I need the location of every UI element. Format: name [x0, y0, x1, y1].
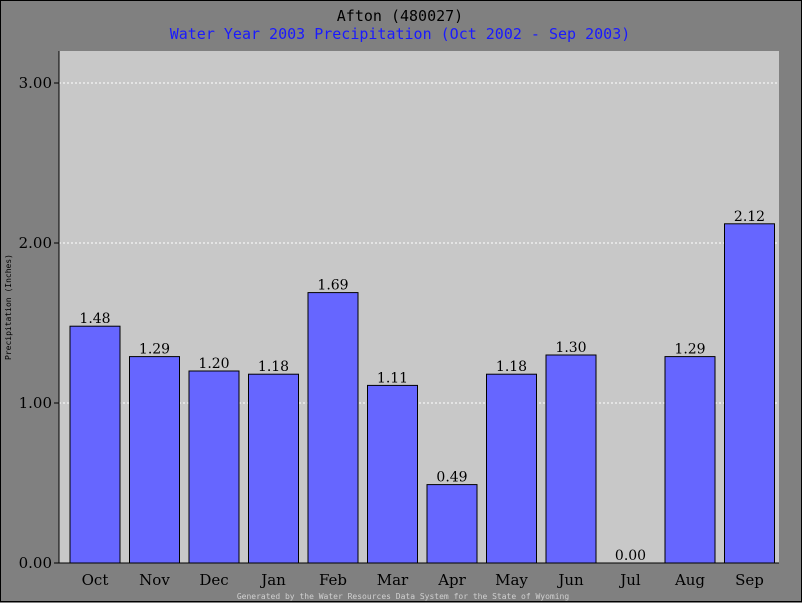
- y-axis-ticks: 0.00 1.00 2.00 3.00: [19, 51, 779, 572]
- bar-apr: [426, 484, 478, 564]
- y-tick-label: 0.00: [19, 554, 52, 572]
- x-axis-labels: Oct Nov Dec Jan Feb Mar Apr May Jun Jul Aug Sep: [82, 571, 764, 589]
- y-axis-label: Precipitation (Inches): [4, 254, 13, 360]
- value-label-sep: 2.12: [734, 209, 765, 225]
- value-label-dec: 1.20: [198, 356, 229, 372]
- x-label-feb: Feb: [319, 571, 347, 589]
- x-label-nov: Nov: [139, 571, 170, 589]
- value-label-may: 1.18: [496, 359, 527, 375]
- bar-sep: [724, 223, 775, 564]
- bar-oct: [69, 325, 121, 564]
- bar-aug: [664, 356, 716, 564]
- bar-nov: [129, 356, 180, 564]
- value-label-aug: 1.29: [674, 342, 705, 358]
- bar-jun: [545, 354, 597, 564]
- value-label-apr: 0.49: [436, 470, 467, 486]
- x-label-jun: Jun: [556, 571, 584, 589]
- x-label-oct: Oct: [82, 571, 109, 589]
- value-label-jul: 0.00: [615, 548, 646, 564]
- x-label-jul: Jul: [618, 571, 641, 589]
- bar-dec: [188, 370, 240, 564]
- bar-jan: [248, 373, 299, 564]
- x-label-dec: Dec: [199, 571, 228, 589]
- x-label-may: May: [495, 571, 528, 589]
- value-labels: 1.48 1.29 1.20 1.18 1.69 1.11 0.49 1.18 1.30 0.00…: [79, 209, 765, 564]
- value-label-jan: 1.18: [258, 359, 289, 375]
- bar-feb: [307, 292, 359, 564]
- value-label-jun: 1.30: [555, 340, 586, 356]
- bar-mar: [367, 384, 418, 564]
- chart-subtitle: Water Year 2003 Precipitation (Oct 2002 …: [170, 25, 631, 43]
- footer-credit: Generated by the Water Resources Data Sy…: [237, 592, 570, 601]
- x-label-sep: Sep: [735, 571, 764, 589]
- chart-title: Afton (480027): [337, 7, 463, 25]
- value-label-mar: 1.11: [377, 370, 408, 386]
- x-label-jan: Jan: [259, 571, 286, 589]
- x-label-apr: Apr: [437, 571, 466, 589]
- y-tick-label: 3.00: [19, 74, 52, 92]
- value-label-feb: 1.69: [317, 278, 348, 294]
- bar-may: [486, 373, 537, 564]
- value-label-oct: 1.48: [79, 311, 110, 327]
- y-tick-label: 2.00: [19, 234, 52, 252]
- x-label-aug: Aug: [674, 571, 705, 589]
- value-label-nov: 1.29: [139, 342, 170, 358]
- y-tick-label: 1.00: [19, 394, 52, 412]
- bars: [69, 223, 775, 564]
- x-label-mar: Mar: [377, 571, 409, 589]
